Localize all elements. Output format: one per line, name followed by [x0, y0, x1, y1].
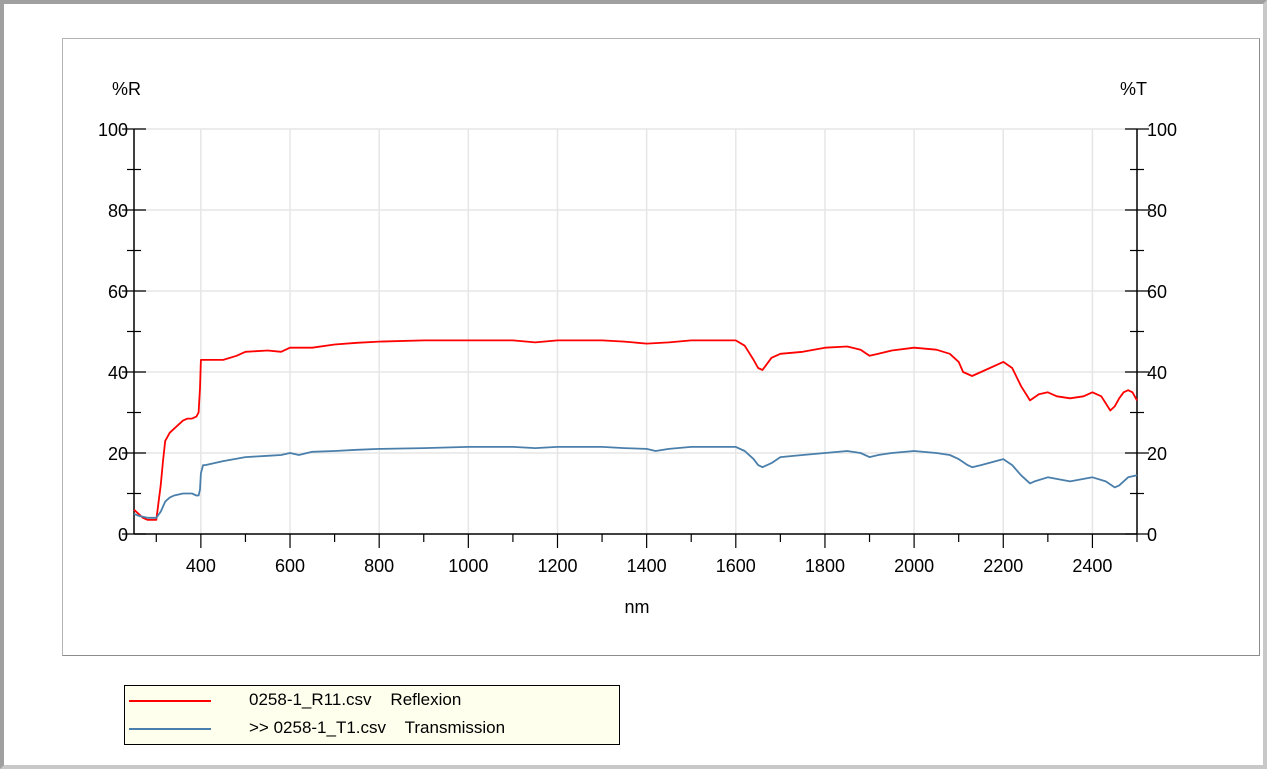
spectrum-chart: %R %T nm 400 600 800 1000 1200 1400 1600 1800 20… [98, 79, 1177, 617]
legend-label-reflexion: 0258-1_R11.csv Reflexion [249, 690, 462, 709]
legend: 0258-1_R11.csv Reflexion >> 0258-1_T1.cs… [124, 685, 620, 745]
y-axis-left-label: %R [112, 79, 141, 99]
y-right-tick-label-40: 40 [1147, 363, 1167, 383]
y-left-tick-label-0: 0 [118, 525, 128, 545]
legend-item-reflexion: 0258-1_R11.csv Reflexion [125, 688, 619, 714]
x-tick-label-400: 400 [186, 556, 216, 576]
x-tick-label-600: 600 [275, 556, 305, 576]
series-line-transmission [133, 445, 1138, 519]
series-line-reflexion [133, 339, 1138, 521]
axis-layer [122, 128, 1149, 548]
x-tick-label-1800: 1800 [805, 556, 845, 576]
y-right-tick-label-20: 20 [1147, 444, 1167, 464]
series-layer [133, 339, 1138, 521]
x-tick-label-800: 800 [364, 556, 394, 576]
x-axis-label: nm [624, 597, 649, 617]
x-tick-label-2200: 2200 [983, 556, 1023, 576]
y-right-tick-label-80: 80 [1147, 201, 1167, 221]
x-tick-label-1000: 1000 [448, 556, 488, 576]
x-tick-label-1400: 1400 [627, 556, 667, 576]
grid-layer [134, 128, 1137, 534]
legend-swatch-transmission [129, 728, 211, 730]
y-left-tick-label-60: 60 [108, 282, 128, 302]
legend-label-transmission: >> 0258-1_T1.csv Transmission [249, 718, 506, 737]
y-right-tick-label-0: 0 [1147, 525, 1157, 545]
plot-panel: %R %T nm 400 600 800 1000 1200 1400 1600 1800 20… [62, 38, 1260, 656]
x-tick-label-2000: 2000 [894, 556, 934, 576]
x-tick-label-1600: 1600 [716, 556, 756, 576]
x-tick-label-1200: 1200 [537, 556, 577, 576]
y-left-tick-label-40: 40 [108, 363, 128, 383]
legend-item-transmission: >> 0258-1_T1.csv Transmission [125, 716, 619, 742]
legend-swatch-reflexion [129, 700, 211, 702]
x-tick-label-2400: 2400 [1072, 556, 1112, 576]
y-right-tick-label-60: 60 [1147, 282, 1167, 302]
y-right-tick-label-100: 100 [1147, 120, 1177, 140]
y-left-tick-label-80: 80 [108, 201, 128, 221]
label-layer: %R %T nm 400 600 800 1000 1200 1400 1600 1800 20… [98, 79, 1177, 617]
y-left-tick-label-20: 20 [108, 444, 128, 464]
y-axis-right-label: %T [1120, 79, 1147, 99]
y-left-tick-label-100: 100 [98, 120, 128, 140]
